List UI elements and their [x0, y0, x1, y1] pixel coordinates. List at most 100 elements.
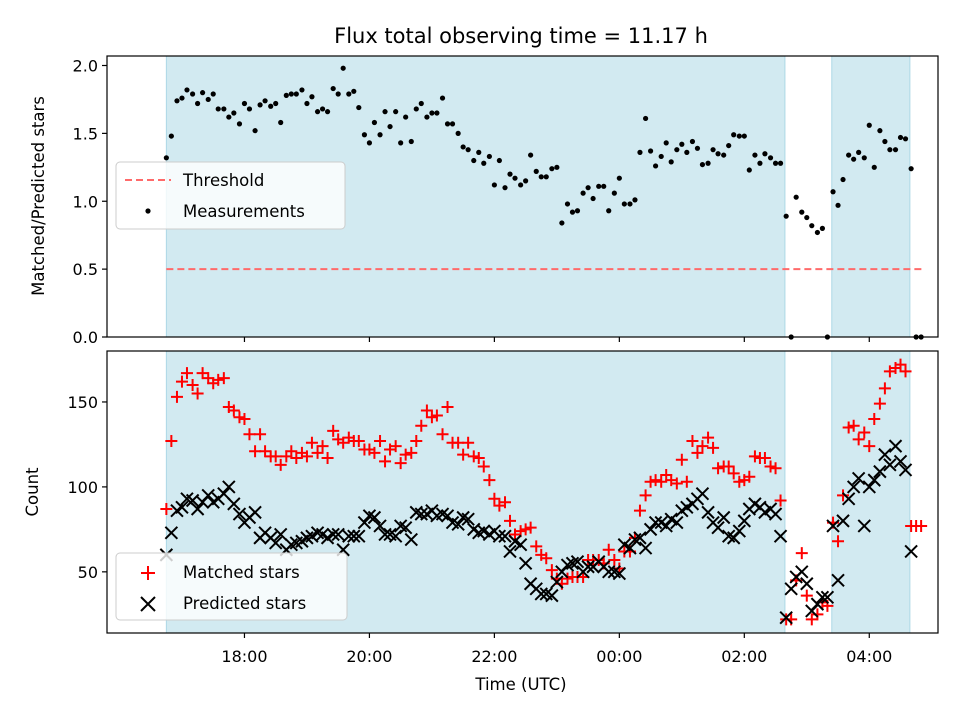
- measurement-point: [413, 106, 419, 112]
- matched-star-marker: [811, 608, 824, 621]
- measurement-point: [361, 132, 368, 138]
- measurement-point: [814, 229, 821, 236]
- measurement-point: [658, 153, 664, 160]
- predicted-star-marker: [643, 522, 658, 537]
- matched-star-marker: [160, 502, 173, 515]
- predicted-star-marker: [227, 497, 241, 511]
- predicted-star-marker: [513, 537, 528, 552]
- measurement-point: [273, 100, 279, 107]
- predicted-star-marker: [545, 588, 559, 603]
- measurement-point: [246, 106, 253, 112]
- measurement-point: [887, 147, 893, 153]
- matched-star-marker: [441, 401, 454, 414]
- predicted-star-marker: [633, 531, 647, 545]
- matched-star-marker: [524, 521, 537, 534]
- measurement-point: [710, 147, 716, 153]
- predicted-star-marker: [846, 480, 861, 494]
- predicted-star-marker: [550, 575, 564, 589]
- ratio-y-tick-label: 1.5: [73, 124, 98, 143]
- measurement-point: [309, 94, 315, 100]
- measurement-point: [621, 201, 627, 207]
- measurement-point: [491, 182, 497, 188]
- measurement-point: [330, 85, 336, 92]
- predicted-star-marker: [893, 454, 908, 469]
- predicted-star-marker: [404, 532, 418, 547]
- measurement-point: [439, 95, 446, 101]
- measurement-point: [699, 161, 706, 168]
- predicted-star-marker: [862, 480, 876, 494]
- measurement-point: [679, 141, 685, 147]
- matched-star-marker: [655, 475, 668, 488]
- measurement-point: [262, 98, 268, 104]
- matched-star-marker: [805, 613, 818, 626]
- measurement-point: [846, 152, 852, 158]
- measurement-point: [533, 168, 539, 174]
- predicted-star-marker: [190, 502, 205, 516]
- x-tick-label: 02:00: [721, 647, 767, 666]
- measurement-point: [705, 160, 711, 166]
- ratio-y-axis-label: Matched/Predicted stars: [29, 96, 48, 296]
- matched-star-marker: [415, 419, 428, 432]
- measurement-point: [851, 156, 857, 162]
- measurement-point: [856, 149, 862, 155]
- matched-star-marker: [680, 475, 693, 488]
- predicted-star-marker: [831, 573, 845, 588]
- matched-star-marker: [696, 440, 709, 453]
- measurement-point: [393, 109, 399, 115]
- matched-star-marker: [702, 431, 715, 444]
- matched-star-marker: [420, 404, 433, 417]
- measurement-point: [835, 202, 841, 208]
- predicted-star-marker: [670, 515, 684, 530]
- matched-star-marker: [477, 460, 490, 473]
- measurement-point: [226, 114, 232, 120]
- matched-star-marker: [878, 382, 891, 395]
- observing-span: [831, 350, 911, 634]
- predicted-star-marker: [867, 473, 881, 487]
- ratio-panel-frame: [106, 55, 939, 338]
- matched-star-marker: [212, 373, 225, 386]
- measurement-point: [252, 128, 258, 134]
- matched-star-marker: [852, 433, 865, 446]
- measurement-point: [382, 109, 388, 115]
- matched-star-marker: [863, 440, 876, 453]
- ratio-y-tick-label: 1.0: [73, 192, 98, 211]
- measurement-point: [668, 159, 674, 165]
- matched-star-marker: [410, 435, 423, 448]
- measurement-point: [429, 110, 435, 116]
- x-tick-label: 22:00: [471, 647, 517, 666]
- predicted-star-marker: [883, 458, 897, 472]
- measurement-point: [408, 138, 414, 145]
- matched-star-marker: [321, 452, 334, 465]
- matched-star-marker: [602, 543, 615, 556]
- predicted-star-marker: [602, 565, 616, 579]
- predicted-star-marker: [222, 480, 236, 494]
- matched-star-marker: [405, 446, 418, 459]
- predicted-star-marker: [373, 519, 387, 533]
- matched-star-marker: [540, 552, 553, 565]
- measurement-point: [564, 201, 571, 207]
- measurement-point: [741, 133, 747, 139]
- measurement-point: [647, 148, 654, 154]
- matched-star-marker: [457, 448, 470, 461]
- observing-span: [831, 55, 911, 338]
- matched-star-marker: [691, 446, 704, 459]
- predicted-star-marker: [217, 486, 231, 501]
- matched-star-marker: [191, 387, 204, 400]
- ratio-y-tick-label: 2.0: [73, 57, 98, 76]
- matched-star-marker: [639, 489, 652, 502]
- measurement-point: [694, 145, 701, 151]
- matched-star-marker: [483, 474, 496, 487]
- matched-star-marker: [774, 494, 787, 507]
- matched-star-marker: [327, 424, 340, 437]
- matched-star-marker: [686, 435, 699, 448]
- measurement-point: [861, 155, 867, 161]
- predicted-star-marker: [414, 507, 428, 521]
- predicted-legend-label: Predicted stars: [183, 594, 306, 613]
- ratio-y-tick-label: 0.5: [73, 260, 98, 279]
- matched-star-marker: [186, 378, 199, 391]
- matched-star-marker: [300, 450, 313, 463]
- measurement-point: [304, 100, 310, 107]
- matched-star-marker: [832, 535, 845, 548]
- x-tick-label: 18:00: [221, 647, 267, 666]
